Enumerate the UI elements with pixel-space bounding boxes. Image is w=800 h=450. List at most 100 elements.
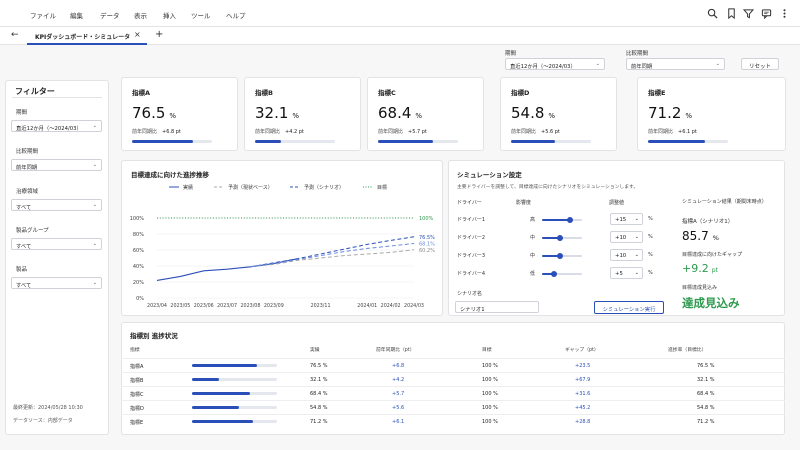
driver-slider-handle[interactable] — [567, 217, 573, 223]
table-row[interactable]: 指標A 76.5 % +6.8 100 % +23.5 76.5 % — [121, 358, 785, 371]
kpi-sub: 前年同期比 +6.1 pt — [648, 129, 697, 135]
kpi-value: 54.8% — [511, 104, 556, 122]
row-gap: +23.5 — [575, 363, 591, 369]
driver-slider-track[interactable] — [542, 253, 582, 259]
chevron-down-icon: ⌄ — [634, 216, 639, 222]
row-progress-bar — [192, 364, 277, 367]
driver-adjust-select[interactable]: +10 ⌄ — [610, 249, 643, 261]
series-line-1 — [156, 258, 298, 281]
driver-adjust-value: +10 — [615, 235, 627, 241]
row-progress-fill — [192, 378, 219, 381]
reset-button[interactable]: リセット — [741, 58, 779, 70]
bookmark-icon[interactable] — [726, 8, 737, 19]
kpi-card-b[interactable]: 指標B 32.1% 前年同期比 +4.2 pt — [244, 77, 361, 151]
progress-chart: 実績 予測（現状ベース） 予測（シナリオ） 目標 0% 20% 40% 60% 80% 100% 2… — [130, 184, 435, 309]
row-gap: +28.8 — [575, 419, 591, 425]
progress-chart-panel: 目標達成に向けた進捗推移 実績 予測（現状ベース） 予測（シナリオ） 目標 0% 20% 4… — [121, 160, 443, 316]
menu-data[interactable]: データ — [100, 12, 120, 20]
series-line-4 — [250, 243, 415, 268]
compare-select-value: 前年同期 — [631, 64, 653, 70]
row-gap: +45.2 — [575, 405, 591, 411]
add-tab-icon[interactable]: + — [155, 29, 164, 40]
menu-view[interactable]: 表示 — [134, 12, 147, 20]
chart-title: 目標達成に向けた進捗推移 — [131, 171, 209, 179]
filter-period-select[interactable]: 直近12か月（〜2024/03） ⌄ — [11, 120, 102, 132]
y-tick-label: 20% — [133, 280, 144, 286]
gap-value: +9.2 pt — [682, 262, 718, 275]
kpi-value: 76.5% — [132, 104, 177, 122]
kpi-card-e[interactable]: 指標E 71.2% 前年同期比 +6.1 pt — [637, 77, 786, 151]
gap-label: 目標達成に向けたギャップ — [682, 252, 743, 258]
row-progress-fill — [192, 420, 253, 423]
filter-compare-select[interactable]: 前年同期 ⌄ — [11, 159, 102, 171]
driver-slider-handle[interactable] — [557, 253, 563, 259]
row-gap: +67.9 — [575, 377, 591, 383]
kpi-title: 指標E — [648, 89, 666, 97]
kpi-progress-fill — [511, 140, 555, 143]
table-row[interactable]: 指標C 68.4 % +5.7 100 % +31.6 68.4 % — [121, 386, 785, 399]
kpi-sub: 前年同期比 +4.2 pt — [255, 129, 304, 135]
kpi-title: 指標B — [255, 89, 273, 97]
kpi-card-c[interactable]: 指標C 68.4% 前年同期比 +5.7 pt — [367, 77, 484, 151]
driver-adjust-select[interactable]: +10 ⌄ — [610, 231, 643, 243]
kpi-card-d[interactable]: 指標D 54.8% 前年同期比 +5.6 pt — [500, 77, 617, 151]
series-end-label: 68.1% — [419, 242, 435, 248]
compare-select[interactable]: 前年同期 ⌄ — [626, 58, 725, 70]
series-line-3 — [250, 236, 415, 268]
driver-slider-track[interactable] — [542, 271, 582, 277]
kpi-value: 68.4% — [378, 104, 423, 122]
kpi-card-a[interactable]: 指標A 76.5% 前年同期比 +6.8 pt — [121, 77, 238, 151]
table-row[interactable]: 指標B 32.1 % +4.2 100 % +67.9 32.1 % — [121, 372, 785, 385]
driver-slider-track[interactable] — [542, 235, 582, 241]
driver-adjust-value: +15 — [615, 217, 627, 223]
more-icon[interactable] — [779, 8, 790, 19]
table-row[interactable]: 指標D 54.8 % +5.6 100 % +45.2 54.8 % — [121, 400, 785, 413]
driver-slider-fill — [542, 237, 560, 239]
x-tick-label: 2024/03 — [404, 303, 424, 309]
series-end-label: 60.2% — [419, 248, 435, 254]
filter-product-select[interactable]: すべて ⌄ — [11, 277, 102, 289]
menu-file[interactable]: ファイル — [30, 12, 56, 20]
kpi-progress-fill — [132, 140, 193, 143]
row-yoy: +6.8 — [392, 363, 405, 369]
driver-adjust-select[interactable]: +5 ⌄ — [610, 267, 643, 279]
back-icon[interactable]: ← — [11, 30, 19, 40]
scenario-name-input[interactable]: シナリオ1 — [455, 301, 539, 313]
last-updated: 最終更新：2024/05/28 10:30 — [13, 405, 83, 411]
menu-edit[interactable]: 編集 — [70, 12, 83, 20]
outlook-label: 目標達成見込み — [682, 285, 718, 291]
result-kpi-value: 85.7% — [682, 229, 719, 243]
filter-area-select[interactable]: すべて ⌄ — [11, 199, 102, 211]
y-tick-label: 40% — [133, 264, 144, 270]
menu-help[interactable]: ヘルプ — [226, 12, 246, 20]
chevron-down-icon: ⌄ — [595, 61, 600, 67]
kpi-progress-fill — [648, 140, 705, 143]
filter-product-group-select[interactable]: すべて ⌄ — [11, 238, 102, 250]
row-target: 100 % — [482, 377, 498, 383]
table-header-yoy: 前年同期比（pt） — [376, 348, 415, 353]
comment-icon[interactable] — [761, 8, 772, 19]
tab-kpi-dashboard[interactable]: KPIダッシュボード・シミュレータ × — [27, 27, 147, 45]
table-header-actual: 実績 — [310, 348, 320, 353]
row-name: 指標A — [130, 364, 144, 370]
chevron-down-icon: ⌄ — [92, 123, 97, 129]
search-icon[interactable] — [707, 8, 718, 19]
kpi-progress-bar — [132, 140, 212, 143]
menu-tools[interactable]: ツール — [191, 12, 211, 20]
driver-adjust-select[interactable]: +15 ⌄ — [610, 213, 643, 225]
driver-slider-handle[interactable] — [557, 235, 563, 241]
table-row[interactable]: 指標E 71.2 % +6.1 100 % +28.8 71.2 % — [121, 414, 785, 427]
table-header-name: 指標 — [130, 348, 140, 353]
tab-close-icon[interactable]: × — [134, 30, 141, 39]
driver-slider-fill — [542, 273, 554, 275]
driver-slider-track[interactable] — [542, 217, 582, 223]
period-label: 期間 — [505, 51, 517, 57]
run-simulation-button[interactable]: シミュレーション実行 — [594, 301, 664, 314]
menu-insert[interactable]: 挿入 — [163, 12, 176, 20]
filter-icon[interactable] — [743, 8, 754, 19]
row-rate: 76.5 % — [697, 363, 715, 369]
driver-impact: 中 — [530, 235, 536, 241]
driver-slider-handle[interactable] — [551, 271, 557, 277]
period-select[interactable]: 直近12か月（〜2024/03） ⌄ — [505, 58, 605, 70]
row-name: 指標B — [130, 378, 144, 384]
